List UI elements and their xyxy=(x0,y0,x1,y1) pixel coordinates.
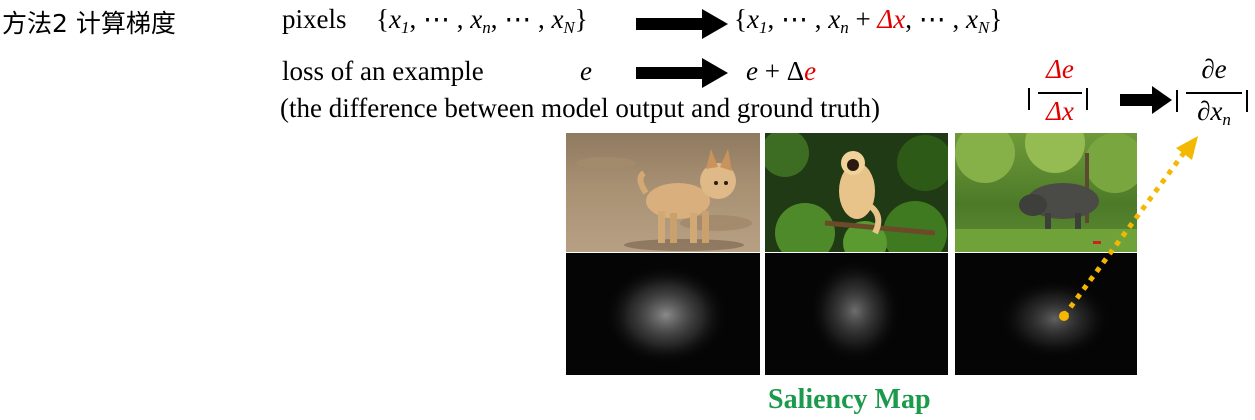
pixels-label: pixels xyxy=(282,4,347,34)
pixel-set-input: {x1, ⋯ , xn, ⋯ , xN} xyxy=(376,4,588,37)
monkey-photo xyxy=(765,133,948,252)
pointer-arrow-icon xyxy=(1059,136,1198,321)
saliency-map-buffalo xyxy=(955,253,1137,375)
partial-fraction: ∂e ∂xn xyxy=(1186,54,1242,134)
loss-label: loss of an example xyxy=(282,56,484,86)
arrow-right-icon xyxy=(636,58,728,88)
saliency-map-monkey xyxy=(765,253,948,375)
slide-title: 方法2 计算梯度 xyxy=(2,9,176,38)
saliency-map-dog xyxy=(566,253,760,375)
abs-bar-left xyxy=(1176,90,1178,112)
delta-fraction: Δe Δx xyxy=(1038,54,1082,130)
buffalo-photo xyxy=(955,133,1137,252)
abs-bar-right xyxy=(1246,90,1248,112)
dog-photo xyxy=(566,133,760,252)
loss-note: (the difference between model output and… xyxy=(280,93,881,123)
loss-result: e + Δe xyxy=(746,56,817,86)
loss-symbol: e xyxy=(580,56,592,86)
abs-bar-right xyxy=(1086,88,1088,110)
arrow-right-icon xyxy=(636,9,728,39)
arrow-right-icon xyxy=(1120,86,1172,114)
saliency-map-caption: Saliency Map xyxy=(768,384,931,415)
abs-bar-left xyxy=(1028,88,1030,110)
pixel-set-output: {x1, ⋯ , xn + Δx, ⋯ , xN} xyxy=(734,4,1003,37)
